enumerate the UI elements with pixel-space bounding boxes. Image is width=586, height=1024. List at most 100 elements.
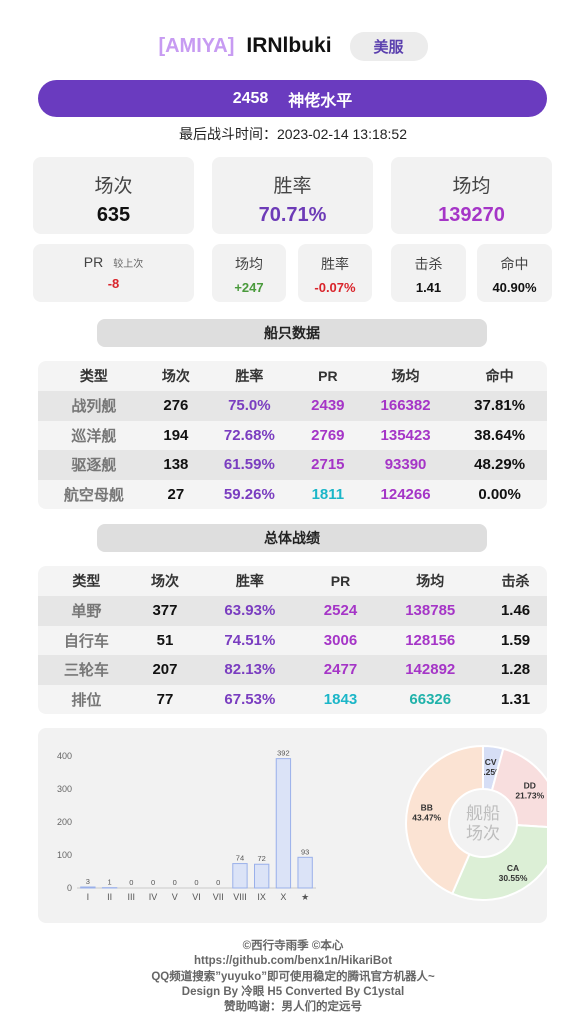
- overall-winrate: 63.93%: [195, 596, 305, 626]
- overall-winrate: 74.51%: [224, 631, 276, 649]
- ship-avg: 93390: [358, 450, 453, 480]
- avg-change-card: 场均 +247: [212, 244, 286, 302]
- table-row: 单野 377 63.93% 2524 138785 1.46: [38, 596, 547, 626]
- ship-header-type: 类型: [79, 368, 108, 384]
- winrate-label: 胜率: [273, 176, 312, 197]
- footer-qq: QQ频道搜索”yuyuko”即可使用稳定的腾讯官方机器人~: [151, 970, 435, 983]
- x-tick-label: ★: [301, 892, 309, 902]
- bar-value-label: 0: [216, 878, 220, 887]
- winrate-change-card: 胜率 -0.07%: [298, 244, 372, 302]
- table-row: 战列舰 276 75.0% 2439 166382 37.81%: [38, 391, 547, 421]
- winrate-change-label: 胜率: [321, 256, 349, 272]
- bar-value-label: 74: [236, 854, 244, 863]
- x-tick-label: I: [87, 892, 90, 902]
- bar-value-label: 93: [301, 847, 309, 856]
- ship-table: 类型 场次 胜率 PR 场均 命中 战列舰 276 75.0% 2439 166…: [38, 361, 547, 509]
- bar: [254, 863, 270, 889]
- y-tick-label: 0: [67, 883, 72, 893]
- overall-pr: 2524: [304, 596, 377, 626]
- avg-damage-value: 139270: [438, 204, 505, 226]
- overall-header-avg: 场均: [416, 573, 445, 589]
- ship-pr: 1811: [311, 485, 345, 503]
- x-tick-label: VI: [192, 892, 201, 902]
- bar-value-label: 72: [258, 854, 266, 863]
- bar-value-label: 0: [194, 878, 198, 887]
- ship-pr: 2715: [296, 450, 359, 480]
- ship-type: 巡洋舰: [71, 427, 117, 445]
- y-tick-label: 300: [57, 784, 72, 794]
- overall-type: 自行车: [63, 632, 109, 650]
- overall-type: 排位: [71, 691, 102, 709]
- pie-percent: 21.73%: [515, 791, 544, 801]
- ship-hit: 37.81%: [452, 391, 547, 421]
- ship-avg: 166382: [358, 391, 453, 421]
- ship-battles: 194: [163, 426, 189, 444]
- tier-bar-chart: 0 100 200 300 400 3 I 1 II 0 III 0 IV 0 V 0 VI 0 VII 74 VIII…: [57, 749, 316, 902]
- kills-label: 击杀: [414, 256, 443, 272]
- bar: [80, 886, 96, 889]
- overall-winrate: 67.53%: [224, 690, 276, 708]
- pie-percent: 4.25%: [479, 767, 504, 777]
- ship-hit: 48.29%: [452, 450, 547, 480]
- hit-card: 命中 40.90%: [477, 244, 552, 302]
- ship-header-battles: 场次: [161, 368, 190, 384]
- pie-label: CV: [485, 757, 497, 767]
- ship-header-winrate: 胜率: [235, 368, 264, 384]
- overall-table: 类型 场次 胜率 PR 场均 击杀 单野 377 63.93% 2524 138…: [38, 566, 547, 714]
- pie-slice-ca: [450, 824, 547, 901]
- pie-slice-dd: [490, 747, 547, 828]
- overall-pr: 2477: [304, 655, 377, 685]
- bar-value-label: 3: [86, 877, 90, 886]
- bar-value-label: 1: [108, 878, 112, 887]
- ship-battles: 276: [149, 391, 202, 421]
- ship-winrate: 75.0%: [201, 391, 297, 421]
- overall-battles: 77: [156, 690, 174, 708]
- avg-damage-card: 场均 139270: [391, 157, 552, 234]
- winrate-change-value: -0.07%: [314, 280, 356, 295]
- pie-label: DD: [524, 781, 536, 791]
- x-tick-label: VII: [213, 892, 224, 902]
- kills-card: 击杀 1.41: [391, 244, 466, 302]
- table-row: 三轮车 207 82.13% 2477 142892 1.28: [38, 655, 547, 685]
- hit-value: 40.90%: [492, 280, 537, 295]
- pr-change-card: PR 较上次 -8: [33, 244, 194, 302]
- ship-type: 航空母舰: [63, 486, 124, 504]
- ship-winrate: 72.68%: [223, 426, 275, 444]
- overall-header-pr: PR: [330, 573, 351, 589]
- battles-card: 场次 635: [33, 157, 194, 234]
- overall-battles: 207: [134, 655, 196, 685]
- y-tick-label: 100: [57, 850, 72, 860]
- avg-change-value: +247: [234, 280, 264, 295]
- ship-header-pr: PR: [318, 368, 338, 384]
- player-header: [AMIYA] IRNlbuki 美服: [0, 30, 586, 62]
- ship-hit: 38.64%: [474, 426, 526, 444]
- bar: [297, 856, 313, 889]
- x-tick-label: III: [128, 892, 136, 902]
- footer-link: https://github.com/benx1n/HikariBot: [193, 955, 393, 968]
- footer-sponsor: 赞助鸣谢：男人们的定远号: [224, 1001, 362, 1014]
- x-tick-label: V: [172, 892, 178, 902]
- ship-battles: 27: [167, 485, 185, 503]
- bar-value-label: 0: [151, 878, 155, 887]
- x-tick-label: II: [107, 892, 112, 902]
- x-tick-label: IX: [257, 892, 266, 902]
- footer: ©西行寺雨季 ©本心 https://github.com/benx1n/Hik…: [0, 939, 586, 1015]
- kills-value: 1.41: [415, 280, 442, 295]
- ship-pr: 2439: [296, 391, 359, 421]
- bar-value-label: 392: [277, 749, 290, 758]
- pie-label: CA: [507, 863, 519, 873]
- ship-battles: 138: [149, 450, 202, 480]
- overall-pr: 1843: [323, 690, 358, 708]
- ship-pr: 2769: [311, 426, 345, 444]
- overall-battles: 377: [134, 596, 196, 626]
- table-row: 巡洋舰 194 72.68% 2769 135423 38.64%: [38, 421, 547, 451]
- rating-title: 神佬水平: [288, 92, 353, 110]
- overall-header-winrate: 胜率: [235, 573, 264, 589]
- pie-slice-bb: [405, 744, 484, 895]
- x-tick-label: X: [280, 892, 286, 902]
- overall-avg: 142892: [376, 655, 485, 685]
- rating-value: 2458: [232, 89, 269, 107]
- pie-center-label: 场次: [466, 824, 500, 843]
- y-tick-label: 400: [57, 751, 72, 761]
- ship-avg: 135423: [380, 426, 431, 444]
